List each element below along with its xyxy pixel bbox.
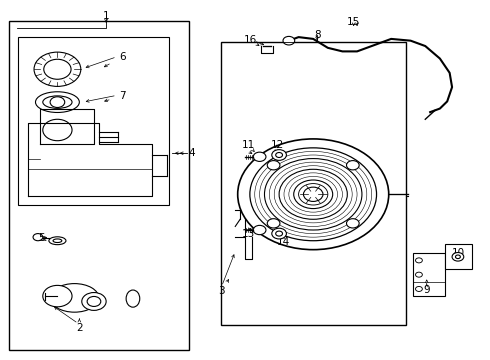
Ellipse shape xyxy=(53,239,62,243)
Text: 12: 12 xyxy=(271,140,284,150)
Bar xyxy=(220,42,406,325)
Text: 10: 10 xyxy=(451,248,465,258)
Circle shape xyxy=(279,169,347,219)
Text: 6: 6 xyxy=(119,52,125,62)
Text: 3: 3 xyxy=(219,287,225,296)
Text: 14: 14 xyxy=(276,237,290,247)
Circle shape xyxy=(253,152,266,161)
Circle shape xyxy=(50,97,65,108)
Circle shape xyxy=(87,296,101,306)
Circle shape xyxy=(267,161,280,170)
Text: 15: 15 xyxy=(347,17,360,27)
Circle shape xyxy=(276,231,283,236)
Circle shape xyxy=(303,187,323,202)
Text: 4: 4 xyxy=(188,148,195,158)
Circle shape xyxy=(253,225,266,235)
Circle shape xyxy=(43,119,72,141)
Circle shape xyxy=(283,36,294,45)
Circle shape xyxy=(44,59,71,79)
Text: 13: 13 xyxy=(242,229,255,239)
Circle shape xyxy=(265,158,362,230)
Text: 8: 8 xyxy=(314,30,320,40)
Circle shape xyxy=(238,139,389,249)
Ellipse shape xyxy=(43,96,72,108)
Ellipse shape xyxy=(49,237,66,245)
Circle shape xyxy=(416,258,422,263)
Circle shape xyxy=(416,272,422,277)
Ellipse shape xyxy=(126,290,140,307)
Circle shape xyxy=(34,52,81,86)
Bar xyxy=(413,253,445,296)
Text: 11: 11 xyxy=(242,140,255,150)
Circle shape xyxy=(82,293,106,310)
Text: 16: 16 xyxy=(244,35,257,45)
Circle shape xyxy=(416,287,422,292)
Bar xyxy=(445,244,471,269)
Ellipse shape xyxy=(50,284,99,312)
Bar xyxy=(19,37,170,205)
Text: 9: 9 xyxy=(423,285,430,295)
Text: 1: 1 xyxy=(103,11,109,21)
Circle shape xyxy=(456,255,460,258)
Circle shape xyxy=(346,161,359,170)
Circle shape xyxy=(452,252,464,261)
Ellipse shape xyxy=(35,92,79,112)
Circle shape xyxy=(43,285,72,307)
Text: 5: 5 xyxy=(38,233,45,243)
Circle shape xyxy=(276,153,283,157)
Circle shape xyxy=(346,219,359,228)
Circle shape xyxy=(267,219,280,228)
Text: 7: 7 xyxy=(119,91,125,101)
Circle shape xyxy=(272,150,287,160)
Bar xyxy=(9,21,189,350)
Circle shape xyxy=(33,234,43,241)
Circle shape xyxy=(272,228,287,239)
Circle shape xyxy=(294,180,333,208)
Circle shape xyxy=(250,148,376,241)
Text: 2: 2 xyxy=(76,323,83,333)
